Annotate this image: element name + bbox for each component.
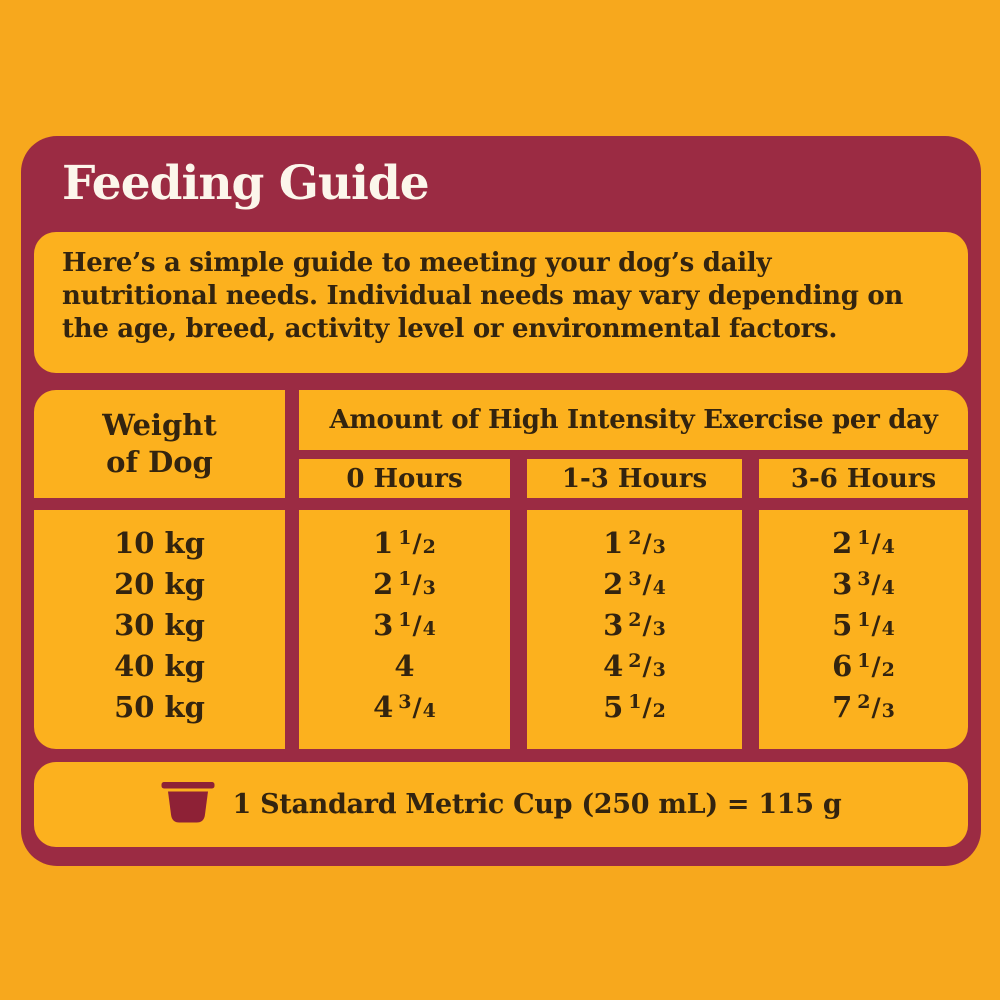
cup-amount-value: 4: [394, 649, 415, 683]
cup-amount-value: 3 3/4: [832, 567, 895, 601]
cup-amount-value: 3 1/4: [373, 608, 436, 642]
cup-amount-value: 4 2/3: [603, 649, 666, 683]
cups-column-1-3-hours: 1 2/3 2 3/4 3 2/3 4 2/3 5 1/2: [527, 510, 742, 749]
cups-column-0-hours: 1 1/2 2 1/3 3 1/4 4 4 3/4: [299, 510, 510, 749]
weight-column: 10 kg 20 kg 30 kg 40 kg 50 kg: [34, 510, 285, 749]
cup-amount-value: 2 1/4: [832, 526, 895, 560]
weight-of-dog-header: Weight of Dog: [34, 390, 285, 498]
weight-value: 20 kg: [114, 567, 205, 601]
footer-note-bar: 1 Standard Metric Cup (250 mL) = 115 g: [34, 762, 968, 847]
cup-amount-value: 1 1/2: [373, 526, 436, 560]
cup-amount-value: 6 1/2: [832, 649, 895, 683]
description-line: nutritional needs. Individual needs may …: [62, 281, 904, 311]
panel-title: Feeding Guide: [62, 156, 430, 211]
description-line: Here’s a simple guide to meeting your do…: [62, 248, 772, 278]
cups-column-3-6-hours: 2 1/4 3 3/4 5 1/4 6 1/2 7 2/3: [759, 510, 968, 749]
column-header-0-hours: 0 Hours: [299, 459, 510, 498]
cup-amount-value: 7 2/3: [832, 690, 895, 724]
description-line: the age, breed, activity level or enviro…: [62, 314, 838, 344]
measuring-cup-icon: [161, 782, 215, 823]
weight-value: 30 kg: [114, 608, 205, 642]
weight-value: 10 kg: [114, 526, 205, 560]
column-header-1-3-hours: 1-3 Hours: [527, 459, 742, 498]
feeding-guide-panel: Feeding Guide Here’s a simple guide to m…: [21, 136, 981, 866]
weight-value: 50 kg: [114, 690, 205, 724]
cup-amount-value: 2 3/4: [603, 567, 666, 601]
cup-amount-value: 3 2/3: [603, 608, 666, 642]
column-header-3-6-hours: 3-6 Hours: [759, 459, 968, 498]
feeding-description: Here’s a simple guide to meeting your do…: [34, 232, 968, 373]
footer-note: 1 Standard Metric Cup (250 mL) = 115 g: [232, 789, 842, 820]
cup-amount-value: 5 1/2: [603, 690, 666, 724]
cup-amount-value: 1 2/3: [603, 526, 666, 560]
weight-value: 40 kg: [114, 649, 205, 683]
cup-amount-value: 2 1/3: [373, 567, 436, 601]
cup-amount-value: 4 3/4: [373, 690, 436, 724]
exercise-group-header: Amount of High Intensity Exercise per da…: [299, 390, 968, 450]
cup-amount-value: 5 1/4: [832, 608, 895, 642]
